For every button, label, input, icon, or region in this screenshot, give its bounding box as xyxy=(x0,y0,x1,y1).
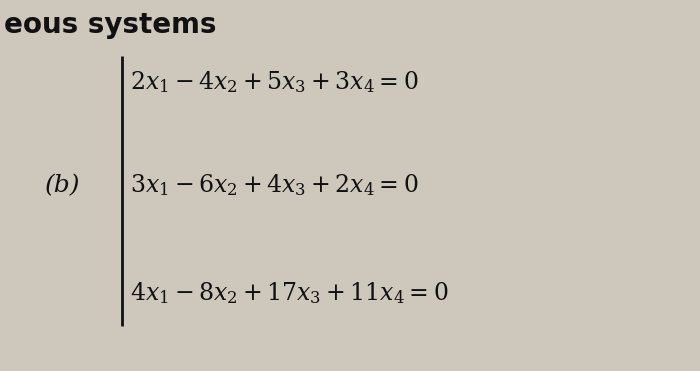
Text: (b): (b) xyxy=(46,174,80,197)
Text: $4x_1-8x_2+17x_3+11x_4=0$: $4x_1-8x_2+17x_3+11x_4=0$ xyxy=(130,280,448,306)
Text: eous systems: eous systems xyxy=(4,11,216,39)
Text: $3x_1-6x_2+4x_3+2x_4=0$: $3x_1-6x_2+4x_3+2x_4=0$ xyxy=(130,173,418,198)
Text: $2x_1-4x_2+5x_3+3x_4=0$: $2x_1-4x_2+5x_3+3x_4=0$ xyxy=(130,69,418,95)
